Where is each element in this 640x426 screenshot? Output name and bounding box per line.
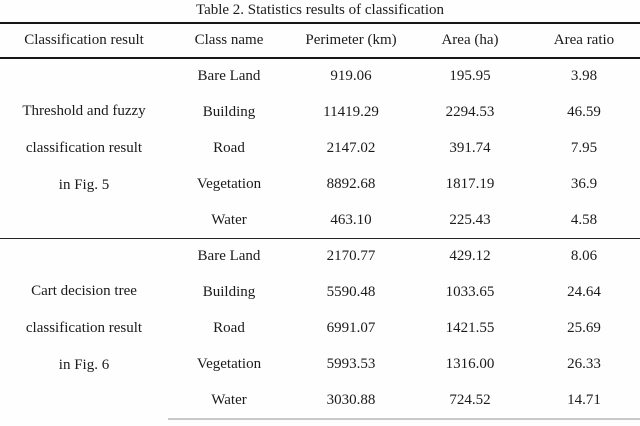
table-row: Threshold and fuzzy classification resul… [0, 58, 640, 193]
table-row: Vegetation 8892.68 1817.19 36.9 [0, 166, 640, 202]
area-ratio-cell: 3.98 [570, 68, 598, 85]
section-label-line: Cart decision tree [31, 283, 137, 300]
header-row: Classification result Class name Perimet… [0, 22, 640, 59]
perimeter-cell: 919.06 [330, 68, 372, 85]
area-cell: 2294.53 [445, 104, 495, 121]
area-cell: 225.43 [449, 211, 491, 228]
table-title: Table 2. Statistics results of classific… [195, 2, 445, 18]
section-label-line: Threshold and fuzzy [22, 102, 146, 119]
class-name-cell: Bare Land [168, 237, 290, 275]
section-label-threshold-fuzzy: Threshold and fuzzy classification resul… [0, 58, 168, 238]
column-header-classification-result: Classification result [0, 22, 168, 59]
area-ratio-cell: 14.71 [528, 382, 640, 420]
classification-statistics-table: Classification result Class name Perimet… [0, 22, 640, 420]
column-header-area: Area (ha) [412, 22, 528, 59]
table-row: Road 6991.07 1421.55 25.69 [0, 311, 640, 347]
class-name-cell: Road [213, 139, 245, 156]
section-label-line: in Fig. 5 [58, 176, 110, 193]
area-ratio-cell: 25.69 [567, 319, 601, 336]
area-cell: 1316.00 [445, 355, 495, 372]
table-row: Cart decision tree classification result… [0, 237, 640, 419]
class-name-cell: Building [202, 284, 256, 301]
perimeter-cell: 2147.02 [326, 139, 376, 156]
area-ratio-cell: 4.58 [570, 211, 598, 228]
table-row: Water 3030.88 724.52 14.71 [0, 382, 640, 420]
column-header-perimeter: Perimeter (km) [290, 22, 412, 59]
perimeter-cell: 6991.07 [326, 319, 376, 336]
area-ratio-cell: 8.06 [528, 237, 640, 275]
area-cell: 1421.55 [445, 319, 495, 336]
area-cell: 724.52 [412, 382, 528, 420]
perimeter-cell: 5590.48 [326, 284, 376, 301]
area-cell: 391.74 [449, 139, 491, 156]
class-name-cell: Building [202, 104, 256, 121]
perimeter-cell: 463.10 [330, 211, 372, 228]
class-name-cell: Bare Land [197, 68, 261, 85]
table-row: Water 463.10 225.43 4.58 [0, 202, 640, 238]
table-header: Classification result Class name Perimet… [0, 22, 640, 59]
table-body: Threshold and fuzzy classification resul… [0, 58, 640, 420]
table-row: Vegetation 5993.53 1316.00 26.33 [0, 346, 640, 382]
perimeter-cell: 3030.88 [290, 382, 412, 420]
area-ratio-cell: 26.33 [567, 355, 601, 372]
class-name-cell: Road [213, 319, 245, 336]
class-name-cell: Vegetation [196, 175, 262, 192]
perimeter-cell: 5993.53 [326, 355, 376, 372]
area-ratio-cell: 7.95 [570, 139, 598, 156]
table-row: Building 5590.48 1033.65 24.64 [0, 275, 640, 311]
area-ratio-cell: 46.59 [567, 104, 601, 121]
perimeter-cell: 11419.29 [323, 104, 379, 121]
area-cell: 1817.19 [445, 175, 495, 192]
section-label-line: classification result [25, 139, 143, 156]
table-row: Road 2147.02 391.74 7.95 [0, 131, 640, 167]
class-name-cell: Water [168, 382, 290, 420]
class-name-cell: Water [211, 211, 247, 228]
area-cell: 1033.65 [445, 284, 495, 301]
area-cell: 195.95 [449, 68, 491, 85]
section-label-line: in Fig. 6 [58, 357, 110, 374]
area-ratio-cell: 36.9 [570, 175, 598, 192]
table-row: Building 11419.29 2294.53 46.59 [0, 95, 640, 131]
area-ratio-cell: 24.64 [567, 284, 601, 301]
section-label-cart-decision-tree: Cart decision tree classification result… [0, 237, 168, 419]
perimeter-cell: 2170.77 [290, 237, 412, 275]
column-header-area-ratio: Area ratio [528, 22, 640, 59]
column-header-class-name: Class name [168, 22, 290, 59]
area-cell: 429.12 [412, 237, 528, 275]
perimeter-cell: 8892.68 [326, 175, 376, 192]
section-label-line: classification result [25, 320, 143, 337]
class-name-cell: Vegetation [196, 355, 262, 372]
